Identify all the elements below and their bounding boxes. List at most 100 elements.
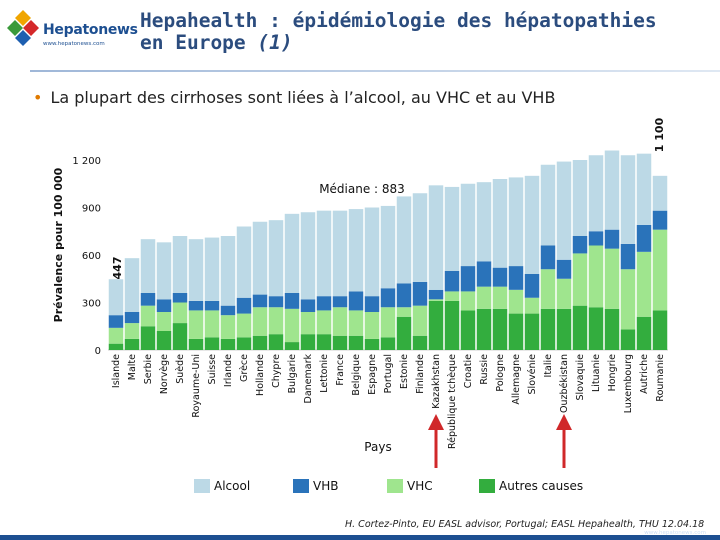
bar-segment-vhb (156, 299, 172, 312)
y-tick-label: 900 (82, 204, 101, 215)
bar-segment-vhc (172, 302, 188, 324)
bar-segment-alcool (540, 164, 556, 246)
title-line-2-ref: (1) (257, 31, 293, 54)
bar-segment-autres-causes (428, 300, 444, 350)
title-line-2-text: en Europe (140, 31, 258, 54)
footer-bar (0, 535, 720, 540)
bar-segment-autres-causes (284, 342, 300, 350)
bar-segment-alcool (556, 161, 572, 260)
bar-segment-autres-causes (172, 323, 188, 350)
bar-segment-autres-causes (636, 316, 652, 350)
bar-segment-alcool (204, 237, 220, 301)
bar-segment-autres-causes (140, 326, 156, 350)
x-tick-label: Italie (543, 354, 554, 378)
bar-segment-vhc (508, 289, 524, 314)
bar-segment-autres-causes (604, 308, 620, 350)
bar-segment-vhb (652, 210, 668, 230)
y-tick-label: 1 200 (72, 156, 101, 167)
bar-segment-vhb (492, 267, 508, 287)
legend-label-vhc: VHC (407, 479, 433, 493)
bar-segment-vhb (268, 296, 284, 308)
bar-segment-alcool (492, 179, 508, 268)
bar-segment-vhb (300, 299, 316, 312)
bar-segment-alcool (316, 210, 332, 297)
bar-segment-vhc (476, 286, 492, 309)
page-title: Hepahealth : épidémiologie des hépatopat… (140, 10, 710, 54)
bar-segment-autres-causes (396, 316, 412, 350)
bar-segment-autres-causes (572, 305, 588, 350)
bar-segment-autres-causes (476, 308, 492, 350)
bullet-point: • La plupart des cirrhoses sont liées à l… (33, 88, 555, 107)
bar-segment-vhb (252, 294, 268, 308)
bar-segment-alcool (140, 239, 156, 293)
bar-segment-vhb (412, 281, 428, 306)
x-axis-labels: Islande Malte Serbie Norvège Suède Royaume-Un… (111, 354, 666, 449)
title-divider (30, 70, 720, 72)
bar-segment-autres-causes (540, 308, 556, 350)
bar-segment-vhb (364, 296, 380, 312)
legend-label-autres: Autres causes (499, 479, 584, 493)
bar-segment-vhc (300, 312, 316, 335)
bar-segment-vhc (556, 278, 572, 309)
bar-segment-autres-causes (204, 337, 220, 350)
x-tick-label: Malte (127, 354, 138, 380)
bar-segment-autres-causes (188, 338, 204, 350)
x-tick-label: Lettonie (319, 354, 330, 393)
highlight-arrow-head-icon (556, 414, 572, 430)
bar-segment-vhc (460, 291, 476, 311)
bar-segment-vhb (540, 245, 556, 270)
bar-segment-vhc (348, 310, 364, 336)
x-tick-label: Lituanie (591, 354, 602, 392)
bar-segment-vhc (636, 251, 652, 317)
bar-segment-vhc (588, 245, 604, 308)
x-tick-label: Slovénie (527, 354, 538, 395)
bar-segment-alcool (396, 196, 412, 284)
x-axis-title: Pays (364, 440, 391, 454)
bar-segment-vhb (172, 293, 188, 303)
bar-segment-alcool (268, 220, 284, 297)
bar-segment-vhb (428, 289, 444, 300)
max-value-label: 1 100 (653, 117, 666, 152)
bar-segment-vhc (332, 307, 348, 336)
bar-segment-vhc (364, 312, 380, 339)
bar-segment-autres-causes (524, 313, 540, 350)
bar-segment-vhc (572, 253, 588, 306)
y-tick-label: 0 (95, 346, 101, 357)
x-tick-label: Croatie (463, 354, 474, 388)
highlight-arrows (428, 414, 572, 468)
x-tick-label: Roumanie (655, 354, 666, 402)
bar-segment-vhc (220, 315, 236, 339)
bar-segment-autres-causes (412, 335, 428, 350)
bar-segment-vhc (236, 313, 252, 338)
bar-segment-vhb (572, 236, 588, 254)
bar-segment-vhc (140, 305, 156, 327)
bar-segment-autres-causes (380, 337, 396, 350)
bar-segment-vhc (188, 310, 204, 339)
x-tick-label: Suisse (207, 354, 218, 385)
bar-segment-autres-causes (300, 334, 316, 350)
bar-segment-vhb (140, 293, 156, 306)
x-tick-label: Norvège (159, 354, 170, 394)
bar-segment-vhc (108, 327, 124, 344)
bar-segment-alcool (524, 175, 540, 274)
bar-segment-alcool (620, 155, 636, 244)
bar-segment-vhc (316, 310, 332, 335)
bar-segment-autres-causes (364, 338, 380, 350)
x-tick-label: Irlande (223, 354, 234, 387)
bar-segment-alcool (172, 236, 188, 293)
x-tick-label: Royaume-Uni (191, 354, 202, 418)
x-tick-label: Portugal (383, 354, 394, 393)
bar-segment-autres-causes (588, 307, 604, 350)
bar-segment-vhb (444, 270, 460, 292)
x-tick-label: Bulgarie (287, 354, 298, 394)
bar-segment-vhc (252, 307, 268, 336)
bar-segment-vhb (380, 288, 396, 308)
bar-segment-vhc (412, 305, 428, 336)
bar-segment-alcool (332, 210, 348, 297)
bar-segment-autres-causes (620, 329, 636, 350)
legend-swatch-autres (479, 479, 495, 493)
bar-segment-vhc (428, 299, 444, 301)
bar-segment-alcool (188, 239, 204, 301)
x-tick-label: Russie (479, 354, 490, 385)
bar-segment-autres-causes (444, 300, 460, 350)
